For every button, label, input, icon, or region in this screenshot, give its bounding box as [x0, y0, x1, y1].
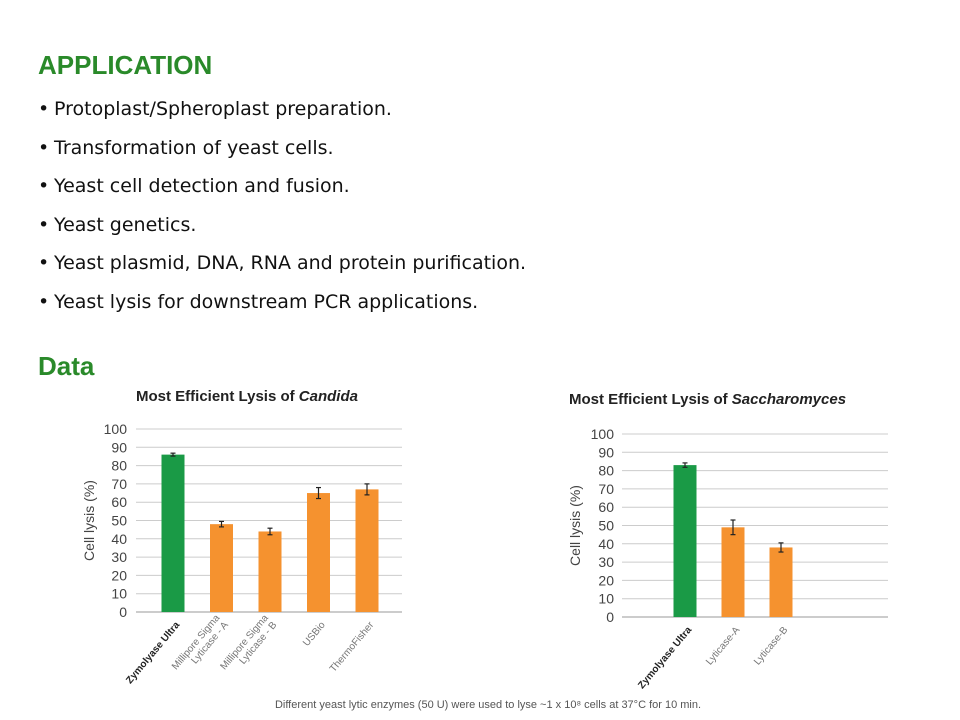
list-item: • Yeast cell detection and fusion.	[38, 172, 526, 211]
y-tick-label: 70	[598, 481, 614, 497]
data-heading: Data	[38, 351, 95, 381]
x-tick-label-line: Lyticase-A	[704, 625, 742, 668]
chart-title: Most Efficient Lysis of Saccharomyces	[569, 391, 846, 408]
bar	[769, 547, 793, 617]
bullet-icon: •	[38, 290, 50, 313]
y-tick-label: 0	[119, 604, 127, 620]
bullet-icon: •	[38, 252, 50, 274]
x-tick-label-line: Lyticase-B	[752, 625, 790, 668]
y-tick-label: 60	[598, 499, 614, 515]
list-item: • Yeast lysis for downstream PCR applicat…	[38, 288, 526, 327]
y-axis-label: Cell lysis (%)	[567, 485, 583, 566]
bar	[355, 489, 379, 612]
bullet-icon: •	[38, 98, 50, 120]
list-item: • Transformation of yeast cells.	[38, 134, 526, 173]
y-tick-label: 70	[111, 476, 127, 492]
bullet-icon: •	[38, 175, 50, 197]
bullet-icon: •	[38, 213, 50, 236]
y-tick-label: 100	[104, 421, 128, 437]
x-tick-label: Lyticase-A	[704, 625, 742, 668]
chart-title: Most Efficient Lysis of Candida	[136, 388, 358, 405]
y-tick-label: 0	[606, 609, 614, 625]
x-tick-label-line: Zymolyase Ultra	[636, 625, 694, 692]
y-axis-label: Cell lysis (%)	[81, 480, 97, 561]
x-tick-label: Zymolyase Ultra	[636, 625, 694, 692]
y-tick-label: 80	[111, 458, 127, 474]
y-tick-label: 50	[598, 518, 614, 534]
bar	[161, 454, 185, 612]
y-tick-label: 80	[598, 463, 614, 479]
y-tick-label: 90	[598, 444, 614, 460]
y-tick-label: 60	[111, 494, 127, 510]
bar	[258, 531, 282, 612]
y-tick-label: 40	[598, 536, 614, 552]
bullet-icon: •	[38, 136, 50, 159]
bar	[210, 524, 233, 612]
y-tick-label: 100	[591, 426, 615, 442]
y-tick-label: 20	[111, 567, 127, 583]
bar	[307, 493, 330, 612]
y-tick-label: 40	[111, 531, 127, 547]
chart-title-organism: Candida	[299, 388, 358, 405]
y-tick-label: 30	[598, 554, 614, 570]
application-heading: APPLICATION	[38, 50, 213, 80]
x-tick-label: Lyticase-B	[752, 625, 790, 668]
chart-title-organism: Saccharomyces	[732, 391, 846, 408]
figure-caption: Different yeast lytic enzymes (50 U) wer…	[274, 699, 702, 711]
bar	[673, 465, 697, 617]
y-tick-label: 90	[111, 439, 127, 455]
list-item: • Protoplast/Spheroplast preparation.	[38, 95, 526, 134]
y-tick-label: 10	[111, 586, 127, 602]
y-tick-label: 50	[111, 513, 127, 529]
y-tick-label: 20	[598, 572, 614, 588]
bar	[721, 527, 745, 617]
chart-title-text: Most Efficient Lysis of	[136, 388, 299, 405]
y-tick-label: 30	[111, 549, 127, 565]
list-item: • Yeast genetics.	[38, 211, 526, 250]
y-tick-label: 10	[598, 591, 614, 607]
application-list: • Protoplast/Spheroplast preparation. • Tr…	[38, 95, 526, 326]
chart-title-text: Most Efficient Lysis of	[569, 391, 732, 408]
list-item: • Yeast plasmid, DNA, RNA and protein pur…	[38, 249, 526, 288]
